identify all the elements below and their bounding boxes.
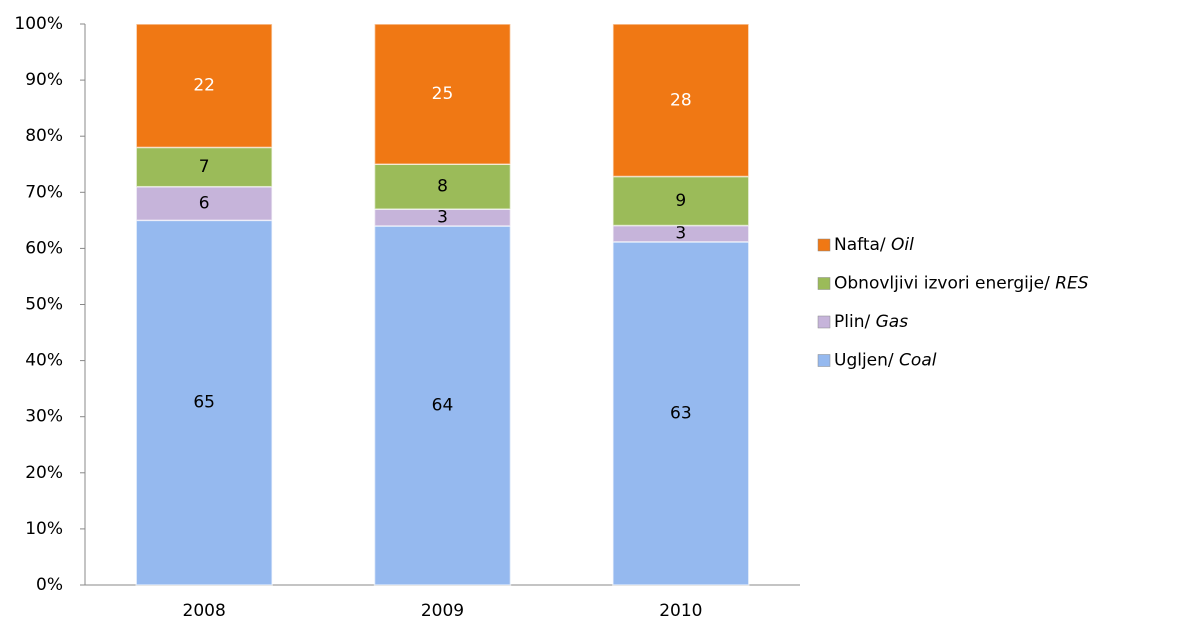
y-tick-label: 70% (25, 182, 63, 202)
bar-segment (135, 146, 273, 188)
data-label: 65 (193, 393, 215, 413)
y-tick-label: 40% (25, 351, 63, 371)
y-tick-label: 50% (25, 295, 63, 315)
y-tick-label: 10% (25, 519, 63, 539)
y-tick-label: 80% (25, 126, 63, 146)
legend-swatch (817, 277, 831, 290)
data-label: 63 (670, 403, 692, 423)
bar-segment (373, 225, 512, 586)
bar-segment (135, 185, 273, 222)
legend-label: Obnovljivi izvori energije/ RES (834, 274, 1089, 294)
x-tick-label: 2008 (183, 601, 226, 621)
y-tick-label: 90% (25, 70, 63, 90)
legend-label: Plin/ Gas (834, 312, 908, 332)
x-tick-label: 2010 (659, 601, 702, 621)
y-tick-label: 30% (25, 407, 63, 427)
data-label: 8 (437, 177, 448, 197)
legend-label: Nafta/ Oil (834, 235, 914, 255)
data-label: 3 (675, 224, 686, 244)
data-label: 28 (670, 90, 692, 110)
data-label: 64 (432, 395, 454, 415)
legend-label: Ugljen/ Coal (834, 351, 937, 371)
legend-swatch (817, 354, 831, 367)
bar-segment (135, 219, 273, 586)
legend-swatch (817, 238, 831, 252)
bar-segment (373, 23, 512, 165)
y-tick-label: 60% (25, 238, 63, 258)
y-tick-label: 20% (25, 463, 63, 483)
bar-segment (612, 241, 750, 586)
data-label: 7 (199, 157, 210, 177)
data-label: 6 (199, 194, 210, 214)
data-label: 3 (437, 208, 448, 228)
data-label: 22 (193, 76, 215, 96)
y-tick-label: 100% (14, 14, 63, 34)
bar-segment (373, 163, 512, 210)
bar-segment (135, 23, 273, 149)
y-tick-label: 0% (36, 575, 63, 595)
x-tick-label: 2009 (421, 601, 464, 621)
data-label: 25 (432, 84, 454, 104)
data-label: 9 (675, 191, 686, 211)
bar-segment (612, 23, 750, 178)
legend-swatch (817, 315, 831, 329)
